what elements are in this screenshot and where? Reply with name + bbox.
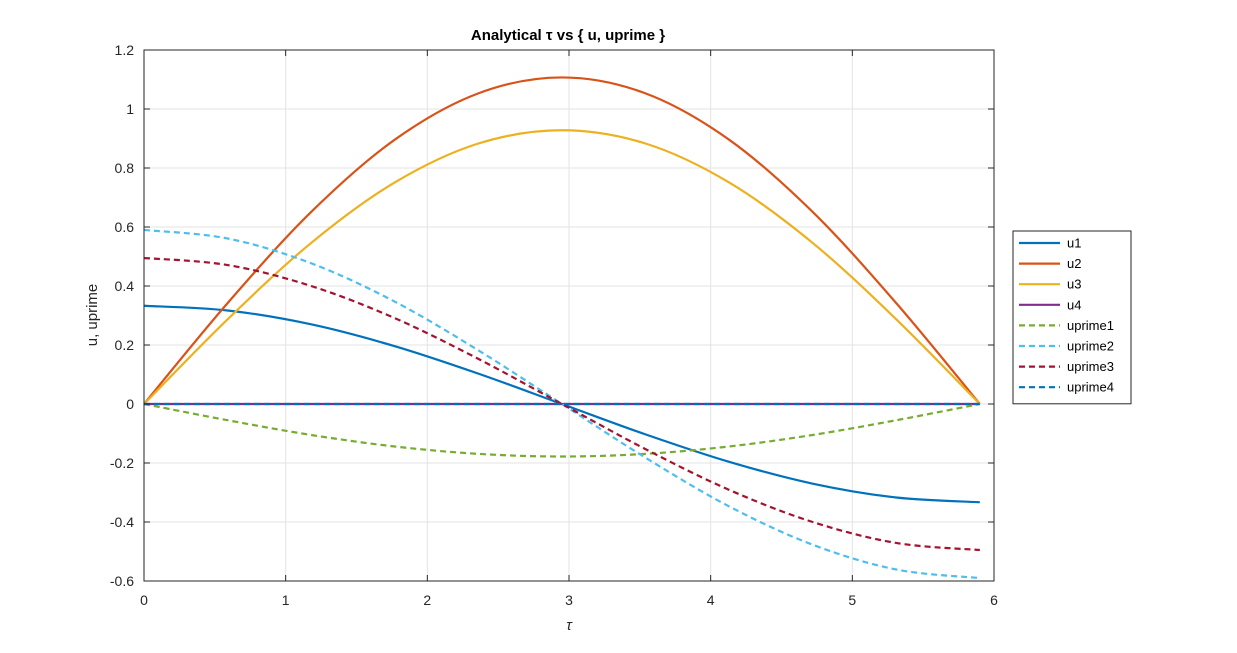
series-line-uprime2 [143, 228, 980, 580]
y-tick-label: -0.6 [110, 573, 134, 589]
y-tick-label: -0.4 [110, 514, 134, 530]
legend-label-u4: u4 [1067, 297, 1081, 312]
y-tick-label: -0.2 [110, 455, 134, 471]
y-tick-label: 0 [126, 396, 134, 412]
legend-label-u3: u3 [1067, 277, 1081, 292]
y-tick-label: 0.4 [115, 278, 135, 294]
series-line-u3 [143, 129, 981, 405]
x-tick-label: 4 [707, 592, 715, 608]
x-tick-label: 5 [848, 592, 856, 608]
legend-box [1012, 230, 1132, 405]
legend-label-uprime3: uprime3 [1067, 359, 1114, 374]
x-axis-label: τ [566, 617, 573, 634]
x-tick-label: 0 [140, 592, 148, 608]
series-line-uprime1 [143, 402, 981, 458]
x-tick-label: 1 [282, 592, 290, 608]
y-tick-label: 1 [126, 101, 134, 117]
y-tick-label: 1.2 [115, 42, 135, 58]
legend-label-u2: u2 [1067, 256, 1081, 271]
series-line-uprime3 [143, 256, 980, 552]
x-tick-label: 2 [423, 592, 431, 608]
y-tick-label: 0.2 [115, 337, 135, 353]
legend: u1 u2 u3 u4 uprime1 uprime2 uprime3 uprime4 [1012, 230, 1132, 405]
y-tick-label: 0.6 [115, 219, 135, 235]
y-axis-label: u, uprime [84, 284, 101, 347]
legend-label-u1: u1 [1067, 236, 1081, 251]
y-tick-label: 0.8 [115, 160, 135, 176]
x-tick-label: 6 [990, 592, 998, 608]
legend-label-uprime4: uprime4 [1067, 380, 1114, 395]
ticks: 0 1 2 3 4 5 6 -0.6 -0.4 -0.2 0 0.2 0.4 0.6 0.8 1 1.2 [110, 42, 998, 608]
chart-title: Analytical τ vs { u, uprime } [471, 27, 665, 44]
series-layer [143, 76, 981, 580]
legend-label-uprime1: uprime1 [1067, 318, 1114, 333]
x-tick-label: 3 [565, 592, 573, 608]
legend-label-uprime2: uprime2 [1067, 339, 1114, 354]
